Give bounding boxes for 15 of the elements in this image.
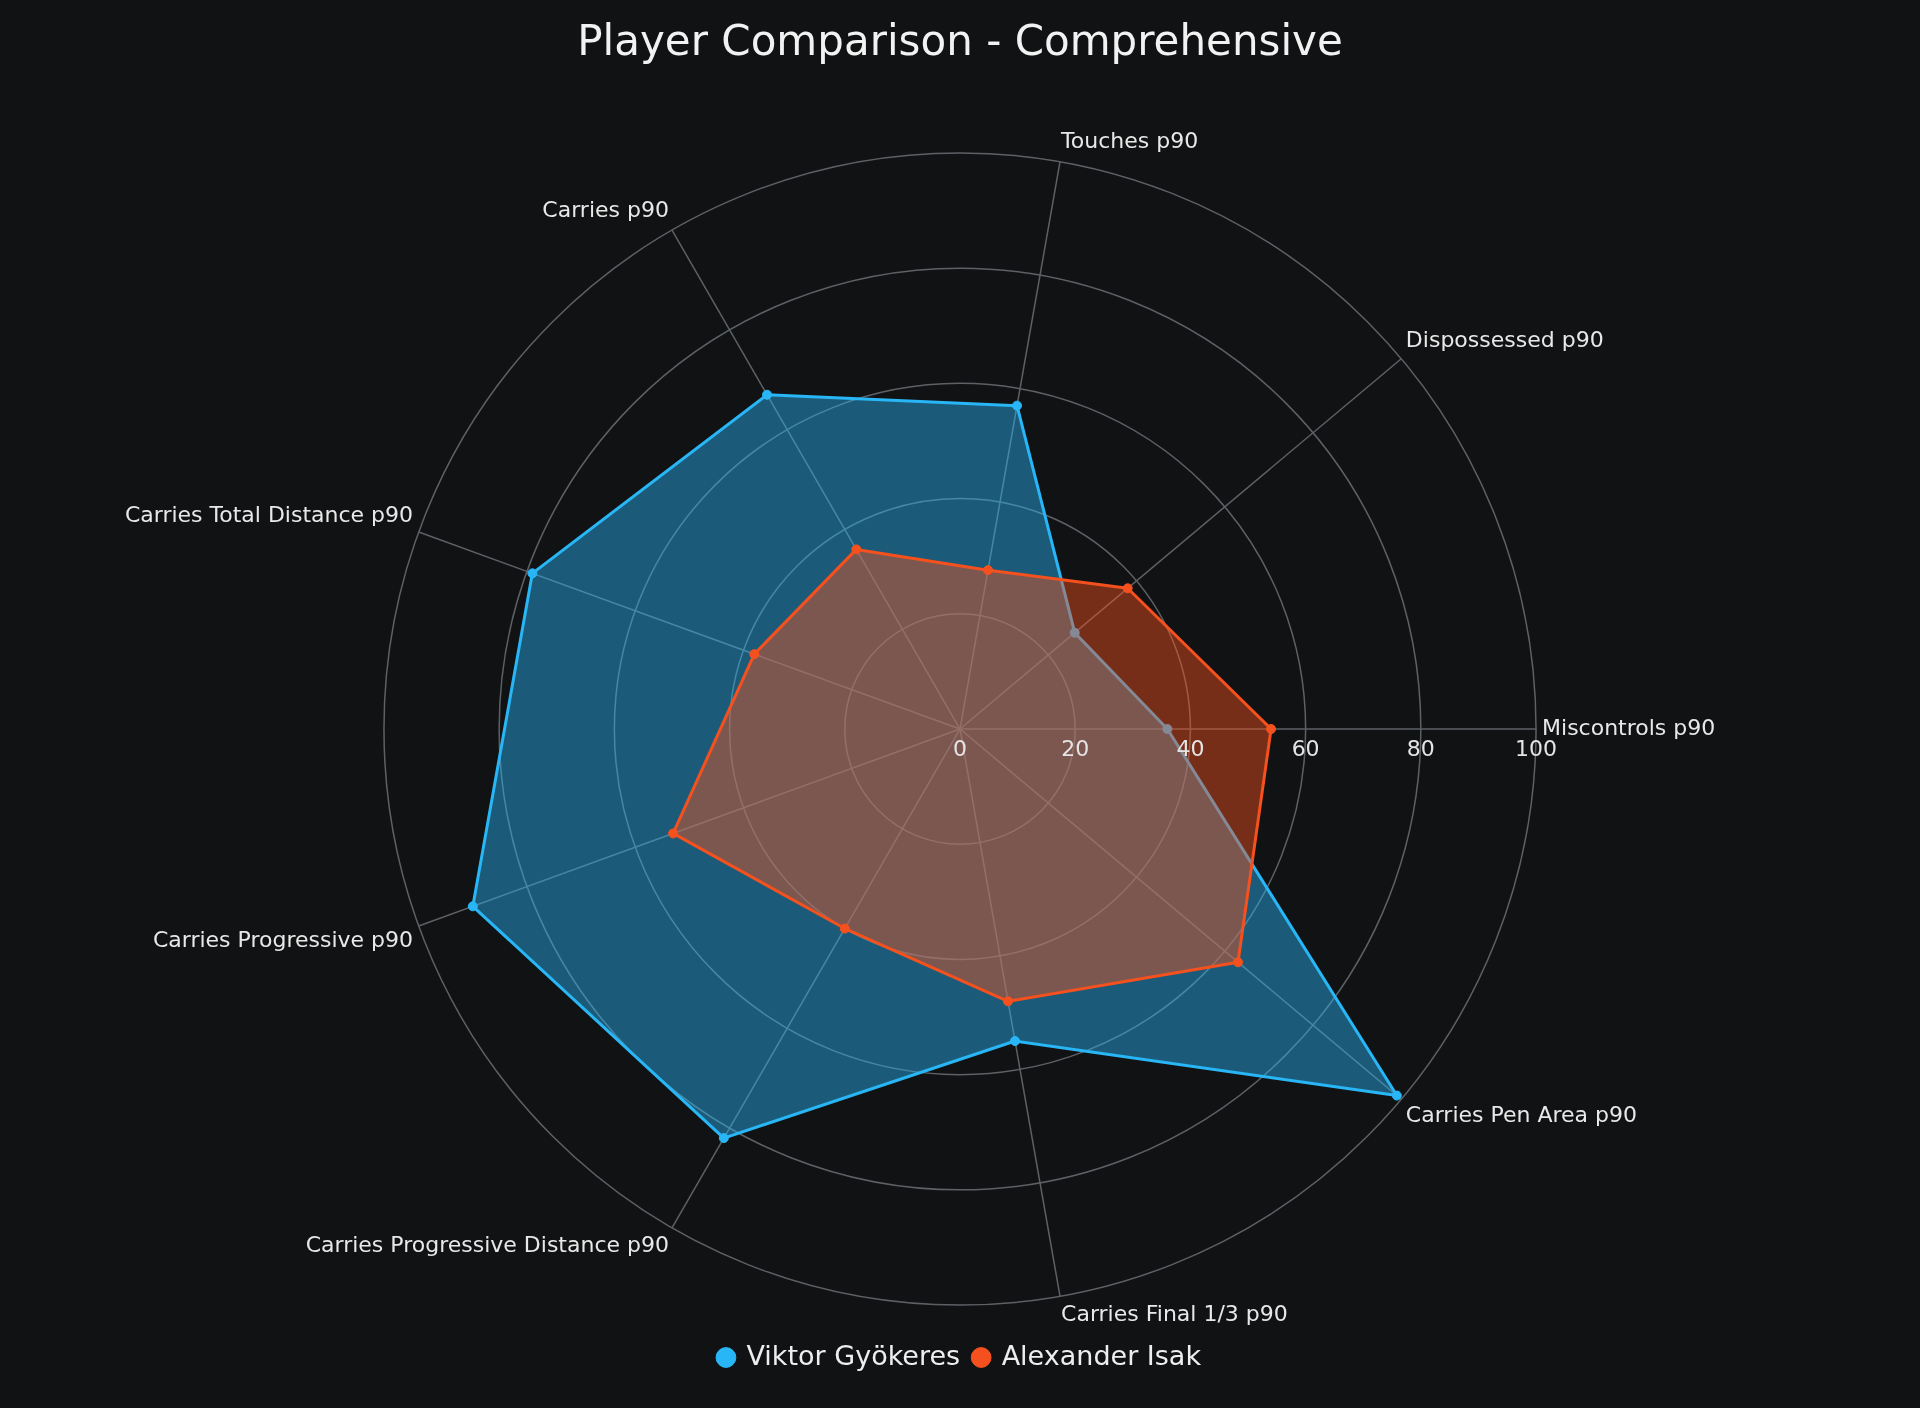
y-tick-label: 80 <box>1406 735 1435 761</box>
spoke-label: Dispossessed p90 <box>1405 327 1604 353</box>
spoke-label: Carries Progressive Distance p90 <box>305 1231 669 1257</box>
spoke-label: Carries Total Distance p90 <box>124 502 414 528</box>
spoke-label: Carries p90 <box>542 197 669 223</box>
y-tick-label: 20 <box>1061 735 1090 761</box>
legend-label: Viktor Gyökeres <box>746 1339 961 1371</box>
y-tick-label: 0 <box>953 735 967 761</box>
y-tick-label: 60 <box>1291 735 1320 761</box>
spoke-label: Touches p90 <box>1060 128 1199 154</box>
spoke-label: Carries Final 1/3 p90 <box>1061 1301 1288 1327</box>
chart-title: Player Comparison - Comprehensive <box>577 16 1343 66</box>
legend-label: Alexander Isak <box>1001 1339 1202 1371</box>
spoke-label: Carries Pen Area p90 <box>1405 1102 1638 1128</box>
spoke-label: Carries Progressive p90 <box>152 926 414 952</box>
